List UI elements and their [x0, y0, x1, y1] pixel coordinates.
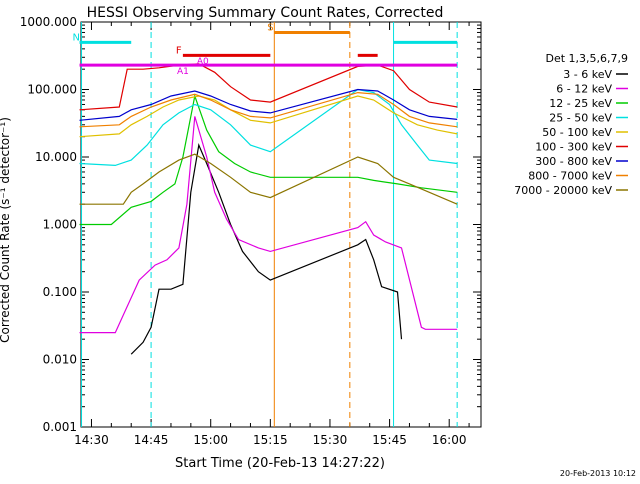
- series-line: [130, 142, 403, 355]
- series-line: [79, 88, 458, 167]
- legend-entry-label: 300 - 800 keV: [535, 155, 612, 168]
- legend-entry-label: 7000 - 20000 keV: [514, 184, 612, 197]
- y-axis-label: Corrected Count Rate (s⁻¹ detector⁻¹): [0, 117, 12, 343]
- state-bar-label: N: [73, 32, 80, 43]
- series-line: [79, 91, 458, 128]
- y-tick-label: 1.000: [43, 218, 77, 232]
- y-tick-label: 0.100: [43, 285, 77, 299]
- y-tick-label: 10.000: [35, 150, 77, 164]
- y-tick-label: 0.001: [43, 420, 77, 434]
- annotation-label: A0: [197, 57, 209, 67]
- legend-entry-label: 3 - 6 keV: [563, 68, 612, 81]
- legend-entry-label: 25 - 50 keV: [549, 112, 612, 125]
- x-tick-label: 14:45: [134, 433, 169, 447]
- legend-entry-label: 6 - 12 keV: [556, 83, 612, 96]
- legend-entry-label: 800 - 7000 keV: [528, 170, 612, 183]
- x-tick-label: 15:30: [313, 433, 348, 447]
- series-line: [79, 116, 458, 334]
- legend-title: Det 1,3,5,6,7,9: [545, 52, 628, 65]
- x-tick-label: 16:00: [432, 433, 467, 447]
- chart-title: HESSI Observing Summary Count Rates, Cor…: [87, 5, 444, 21]
- plot-frame: [80, 21, 482, 428]
- x-axis-label: Start Time (20-Feb-13 14:27:22): [175, 456, 385, 471]
- x-tick-label: 15:00: [193, 433, 228, 447]
- annotation-label: A1: [177, 67, 189, 77]
- series-line: [79, 93, 458, 226]
- legend-entry-label: 12 - 25 keV: [549, 97, 612, 110]
- legend-entry-label: 100 - 300 keV: [535, 141, 612, 154]
- legend-entry-label: 50 - 100 keV: [542, 126, 612, 139]
- state-bar-label: F: [176, 45, 182, 56]
- x-tick-label: 15:15: [253, 433, 288, 447]
- y-tick-label: 1000.000: [20, 15, 77, 29]
- x-tick-label: 15:45: [372, 433, 407, 447]
- chart-timestamp: 20-Feb-2013 10:12: [560, 469, 636, 478]
- x-tick-label: 14:30: [74, 433, 109, 447]
- series-line: [79, 88, 458, 121]
- series-line: [79, 63, 458, 111]
- y-tick-label: 100.000: [27, 83, 77, 97]
- state-bar-label: S: [267, 22, 273, 33]
- series-line: [79, 153, 458, 205]
- y-tick-label: 0.010: [43, 353, 77, 367]
